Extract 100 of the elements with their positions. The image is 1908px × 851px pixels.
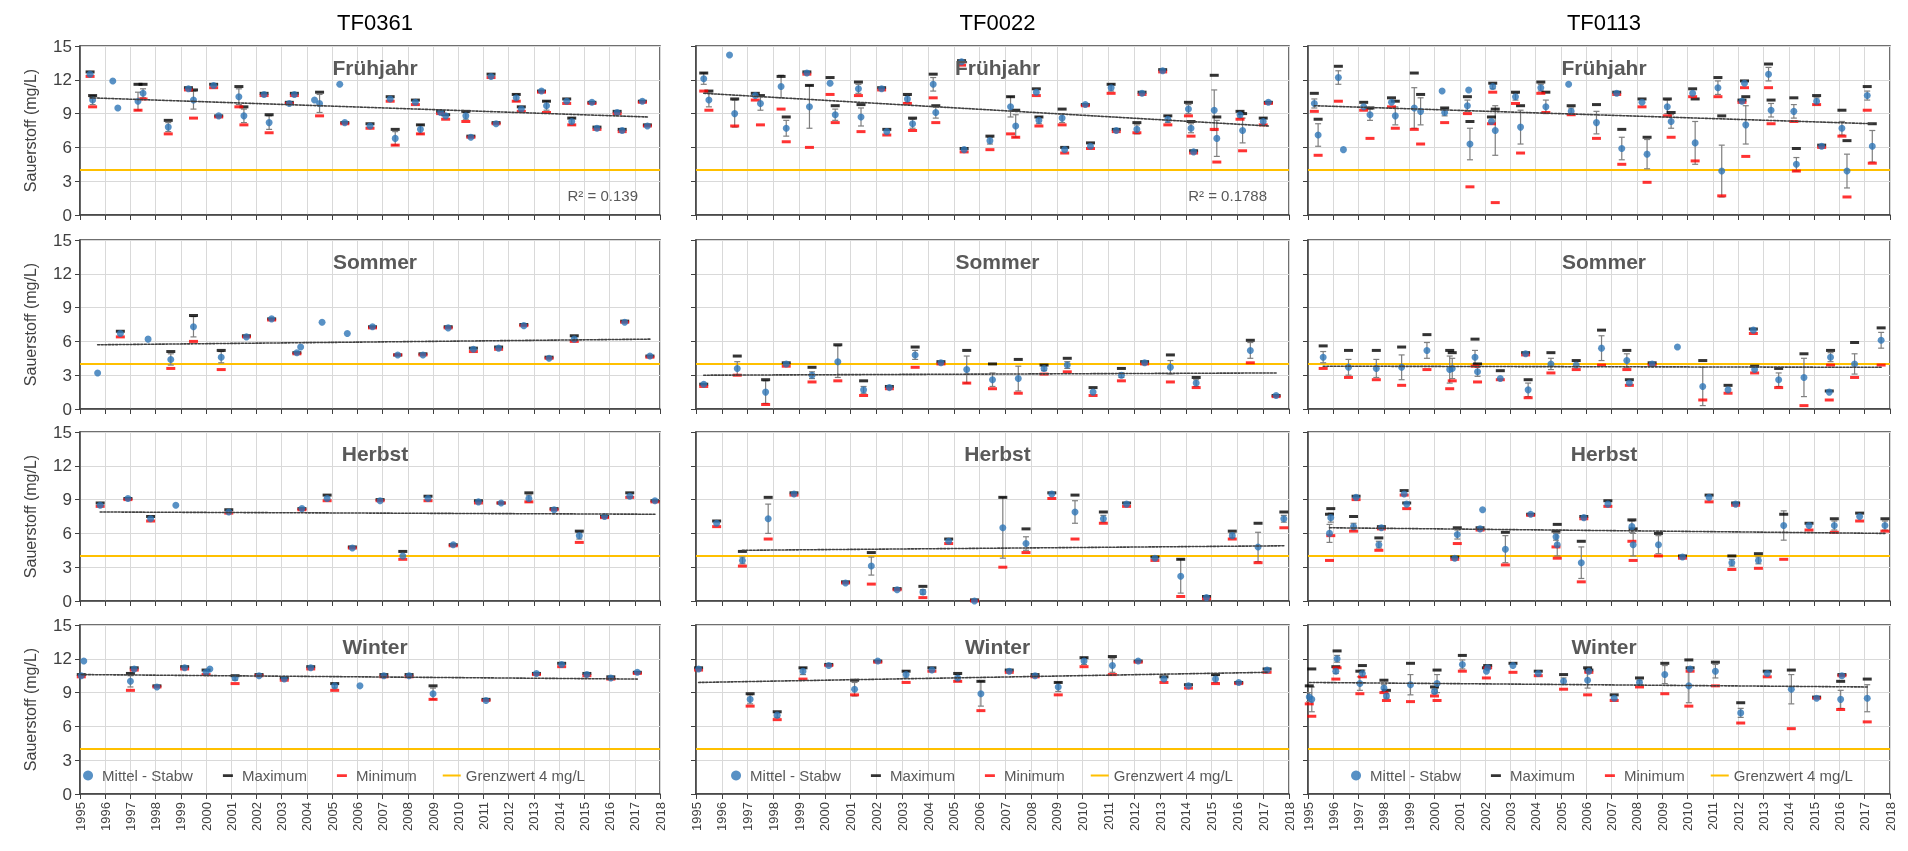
x-tick-label: 2017 [627,802,643,831]
x-tick-label: 1997 [122,802,138,831]
x-tick-label: 2018 [652,802,668,831]
x-tick-label: 1997 [740,802,756,831]
y-tick-label: 9 [62,490,72,510]
y-tick-label: 0 [62,399,72,419]
x-tick-label: 2016 [1229,802,1245,831]
x-tick-label: 2002 [1477,802,1493,831]
legend-label: Mittel - Stabw [1370,767,1462,784]
x-tick-label: 2003 [894,802,910,831]
y-tick-label: 6 [62,716,72,736]
x-tick-label: 1999 [791,802,807,831]
y-axis-title: Sauerstoff (mg/L) [21,647,39,772]
x-tick-label: 2007 [1604,802,1620,831]
y-tick-label: 3 [62,365,72,385]
x-tick-label: 1996 [97,802,113,831]
chart-subtitle: Sommer [332,250,418,273]
x-tick-label: 2015 [1806,802,1822,831]
chart-subtitle: Herbst [964,442,1031,465]
x-tick-label: 2005 [946,802,962,831]
x-tick-label: 1998 [148,802,164,831]
y-tick-label: 3 [62,750,72,770]
x-tick-label: 2006 [1578,802,1594,831]
legend-label: Minimum [1623,767,1685,784]
chart-title: TF0361 [337,9,413,35]
legend-label: Grenzwert 4 mg/L [1733,767,1853,784]
x-tick-label: 2012 [1126,802,1142,831]
x-tick-label: 2011 [475,802,491,830]
x-tick-label: 2015 [1204,802,1220,831]
y-tick-label: 12 [53,264,72,284]
y-tick-label: 0 [62,784,72,804]
x-tick-label: 2011 [1101,802,1117,830]
x-tick-label: 2004 [920,802,936,831]
y-tick-label: 15 [53,36,72,56]
y-tick-label: 0 [62,591,72,611]
x-tick-label: 2003 [274,802,290,831]
chart-subtitle: Sommer [1561,250,1647,273]
chart-subtitle: Frühjahr [332,56,418,79]
x-tick-label: 2000 [1427,802,1443,831]
y-tick-label: 9 [62,298,72,318]
x-tick-label: 1995 [72,802,88,831]
y-tick-label: 0 [62,205,72,225]
x-tick-label: 2014 [1178,802,1194,831]
x-tick-label: 1998 [765,802,781,831]
legend-label: Minimum [1003,767,1065,784]
x-tick-label: 2011 [1705,802,1721,830]
x-tick-label: 2000 [198,802,214,831]
x-tick-label: 2016 [602,802,618,831]
y-tick-label: 9 [62,104,72,124]
x-tick-label: 2004 [1528,802,1544,831]
legend-label: Grenzwert 4 mg/L [1113,767,1233,784]
x-tick-label: 2010 [1680,802,1696,831]
legend-label: Maximum [1509,767,1575,784]
x-tick-label: 2007 [997,802,1013,831]
y-tick-label: 15 [53,230,72,250]
x-tick-label: 1995 [1300,802,1316,831]
x-tick-label: 1999 [173,802,189,831]
x-tick-label: 2013 [526,802,542,831]
x-tick-label: 2016 [1831,802,1847,831]
x-tick-label: 2014 [1781,802,1797,831]
x-tick-label: 2008 [1629,802,1645,831]
chart-subtitle: Frühjahr [954,56,1041,79]
x-tick-label: 2018 [1281,802,1297,831]
y-tick-label: 12 [53,70,72,90]
legend-label: Maximum [889,767,955,784]
x-tick-label: 2013 [1152,802,1168,831]
y-tick-label: 12 [53,456,72,476]
chart-title: TF0022 [959,9,1036,35]
x-tick-label: 2005 [324,802,340,831]
x-tick-label: 2015 [576,802,592,831]
chart-title: TF0113 [1566,9,1642,35]
chart-subtitle: Herbst [341,442,409,465]
x-tick-label: 2017 [1857,802,1873,831]
x-tick-label: 2000 [817,802,833,831]
y-tick-label: 3 [62,557,72,577]
chart-subtitle: Winter [1571,635,1637,658]
x-tick-label: 2001 [1452,802,1468,831]
y-tick-label: 9 [62,683,72,703]
x-tick-label: 1998 [1376,802,1392,831]
x-tick-label: 2009 [1049,802,1065,831]
x-tick-label: 2006 [972,802,988,831]
x-tick-label: 2012 [501,802,517,831]
x-tick-label: 2002 [868,802,884,831]
y-axis-title: Sauerstoff (mg/L) [21,68,39,193]
legend-label: Minimum [355,767,417,784]
x-tick-label: 1997 [1351,802,1367,831]
x-tick-label: 1996 [714,802,730,831]
x-tick-label: 2005 [1553,802,1569,831]
chart-subtitle: Sommer [955,250,1040,273]
x-tick-label: 2009 [425,802,441,831]
y-tick-label: 3 [62,171,72,191]
y-tick-label: 15 [53,615,72,635]
chart-subtitle: Frühjahr [1561,56,1647,79]
legend-label: Mittel - Stabw [750,767,842,784]
x-tick-label: 2002 [249,802,265,831]
x-tick-label: 2018 [1882,802,1898,831]
y-tick-label: 6 [62,523,72,543]
x-tick-label: 1999 [1401,802,1417,831]
x-tick-label: 2003 [1502,802,1518,831]
chart-subtitle: Winter [342,635,408,658]
